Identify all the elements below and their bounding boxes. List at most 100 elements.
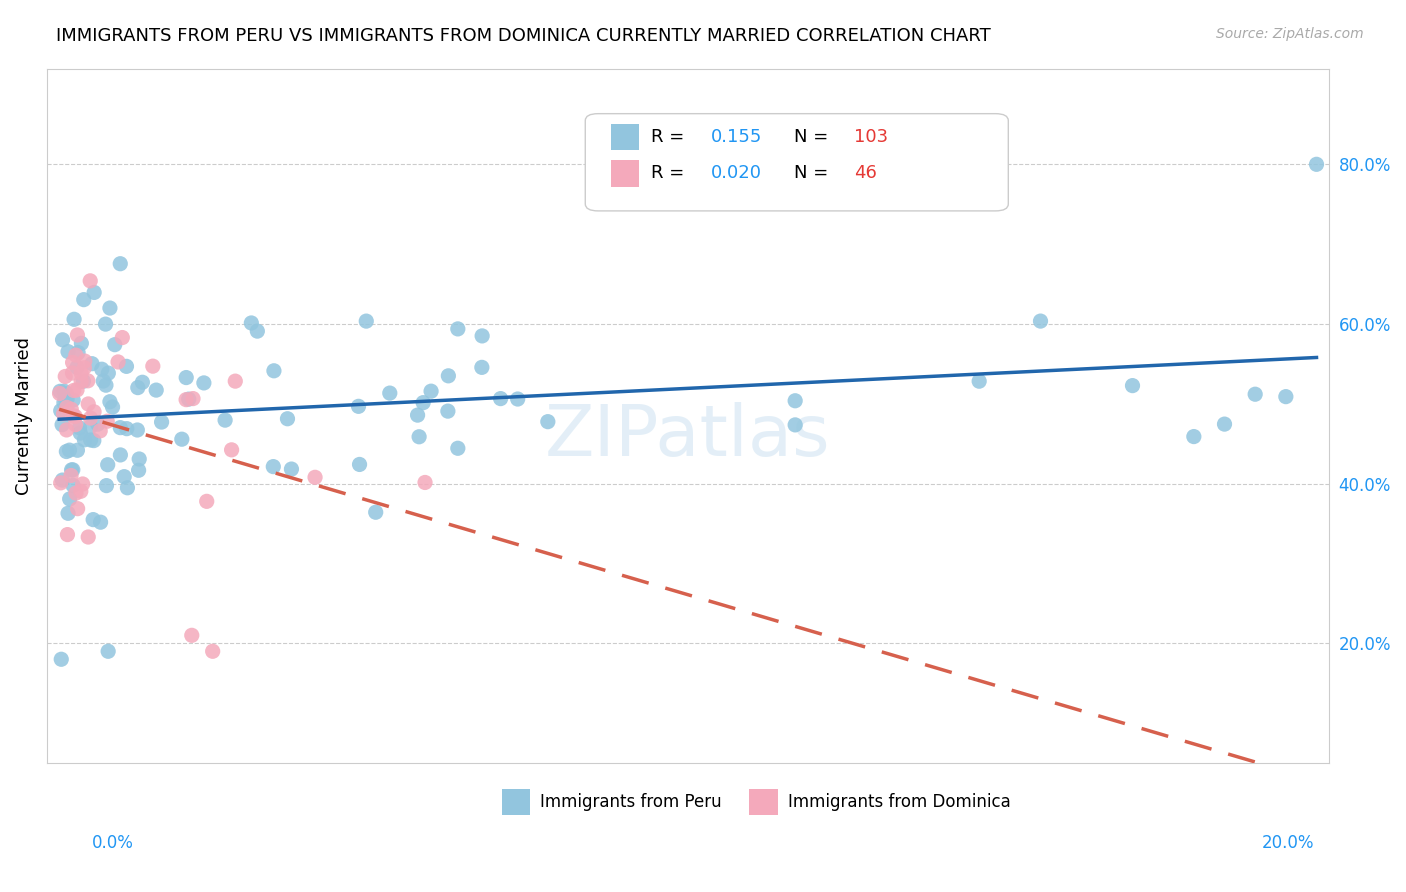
- Point: [56, 344, 79, 359]
- Point: [214, 413, 236, 427]
- FancyBboxPatch shape: [585, 113, 1008, 211]
- Point: [56, 506, 79, 520]
- Point: [97, 366, 120, 380]
- Point: [110, 257, 132, 271]
- Point: [537, 415, 560, 429]
- Point: [262, 459, 284, 474]
- Point: [53, 369, 76, 384]
- Point: [62, 392, 84, 407]
- Point: [66, 501, 89, 516]
- Point: [73, 360, 96, 375]
- Point: [406, 408, 429, 422]
- Point: [62, 355, 84, 369]
- Point: [408, 430, 430, 444]
- Point: [82, 513, 104, 527]
- Point: [142, 359, 165, 373]
- Point: [79, 433, 101, 447]
- FancyBboxPatch shape: [749, 789, 778, 815]
- Text: 20.0%: 20.0%: [1263, 834, 1315, 852]
- Point: [180, 628, 202, 642]
- Point: [1305, 157, 1327, 171]
- Point: [73, 433, 96, 447]
- Point: [87, 417, 110, 432]
- Point: [506, 392, 529, 406]
- Point: [785, 417, 807, 432]
- Point: [90, 515, 112, 529]
- Point: [66, 383, 89, 397]
- Point: [49, 475, 72, 490]
- Point: [489, 392, 512, 406]
- Point: [94, 317, 117, 331]
- Point: [77, 530, 100, 544]
- Point: [66, 443, 89, 458]
- Point: [55, 423, 77, 437]
- Text: 46: 46: [855, 164, 877, 182]
- Point: [447, 442, 470, 456]
- Point: [174, 392, 197, 407]
- Point: [66, 360, 89, 375]
- Point: [193, 376, 215, 390]
- Point: [55, 444, 77, 458]
- Point: [69, 425, 91, 440]
- Point: [60, 468, 83, 483]
- Point: [447, 322, 470, 336]
- Point: [104, 337, 127, 351]
- Point: [785, 393, 807, 408]
- Point: [1275, 390, 1298, 404]
- Point: [471, 360, 494, 375]
- Point: [174, 370, 197, 384]
- Point: [201, 644, 224, 658]
- Point: [79, 274, 101, 288]
- Point: [111, 330, 134, 344]
- Point: [94, 378, 117, 392]
- Point: [72, 477, 94, 491]
- Point: [1244, 387, 1267, 401]
- Point: [53, 384, 76, 399]
- Point: [1029, 314, 1052, 328]
- Point: [62, 463, 84, 477]
- Point: [181, 392, 204, 406]
- Point: [79, 411, 101, 425]
- Point: [97, 644, 120, 658]
- Text: 103: 103: [855, 128, 889, 146]
- Point: [83, 434, 105, 448]
- Point: [72, 374, 94, 388]
- Point: [91, 374, 114, 388]
- Point: [76, 374, 98, 388]
- Point: [107, 355, 129, 369]
- Point: [73, 354, 96, 368]
- Point: [55, 386, 77, 401]
- Point: [70, 375, 93, 389]
- Point: [67, 421, 90, 435]
- Point: [97, 458, 120, 472]
- Point: [364, 505, 387, 519]
- Point: [62, 366, 84, 380]
- Point: [110, 448, 132, 462]
- Point: [221, 442, 243, 457]
- Point: [145, 383, 167, 397]
- Point: [280, 462, 302, 476]
- Point: [117, 481, 139, 495]
- Point: [80, 357, 103, 371]
- Point: [246, 324, 269, 338]
- Point: [112, 469, 135, 483]
- Point: [101, 400, 124, 414]
- Point: [83, 405, 105, 419]
- Point: [378, 386, 401, 401]
- Point: [437, 368, 460, 383]
- Point: [128, 452, 150, 467]
- Point: [77, 397, 100, 411]
- Point: [56, 527, 79, 541]
- Point: [62, 384, 84, 398]
- Point: [177, 392, 200, 406]
- Point: [89, 424, 111, 438]
- Point: [49, 384, 72, 399]
- Point: [49, 403, 72, 417]
- Point: [1121, 378, 1143, 392]
- Point: [90, 362, 112, 376]
- Point: [437, 404, 460, 418]
- Point: [63, 312, 86, 326]
- Point: [65, 486, 87, 500]
- Text: R =: R =: [651, 128, 690, 146]
- Text: N =: N =: [794, 128, 834, 146]
